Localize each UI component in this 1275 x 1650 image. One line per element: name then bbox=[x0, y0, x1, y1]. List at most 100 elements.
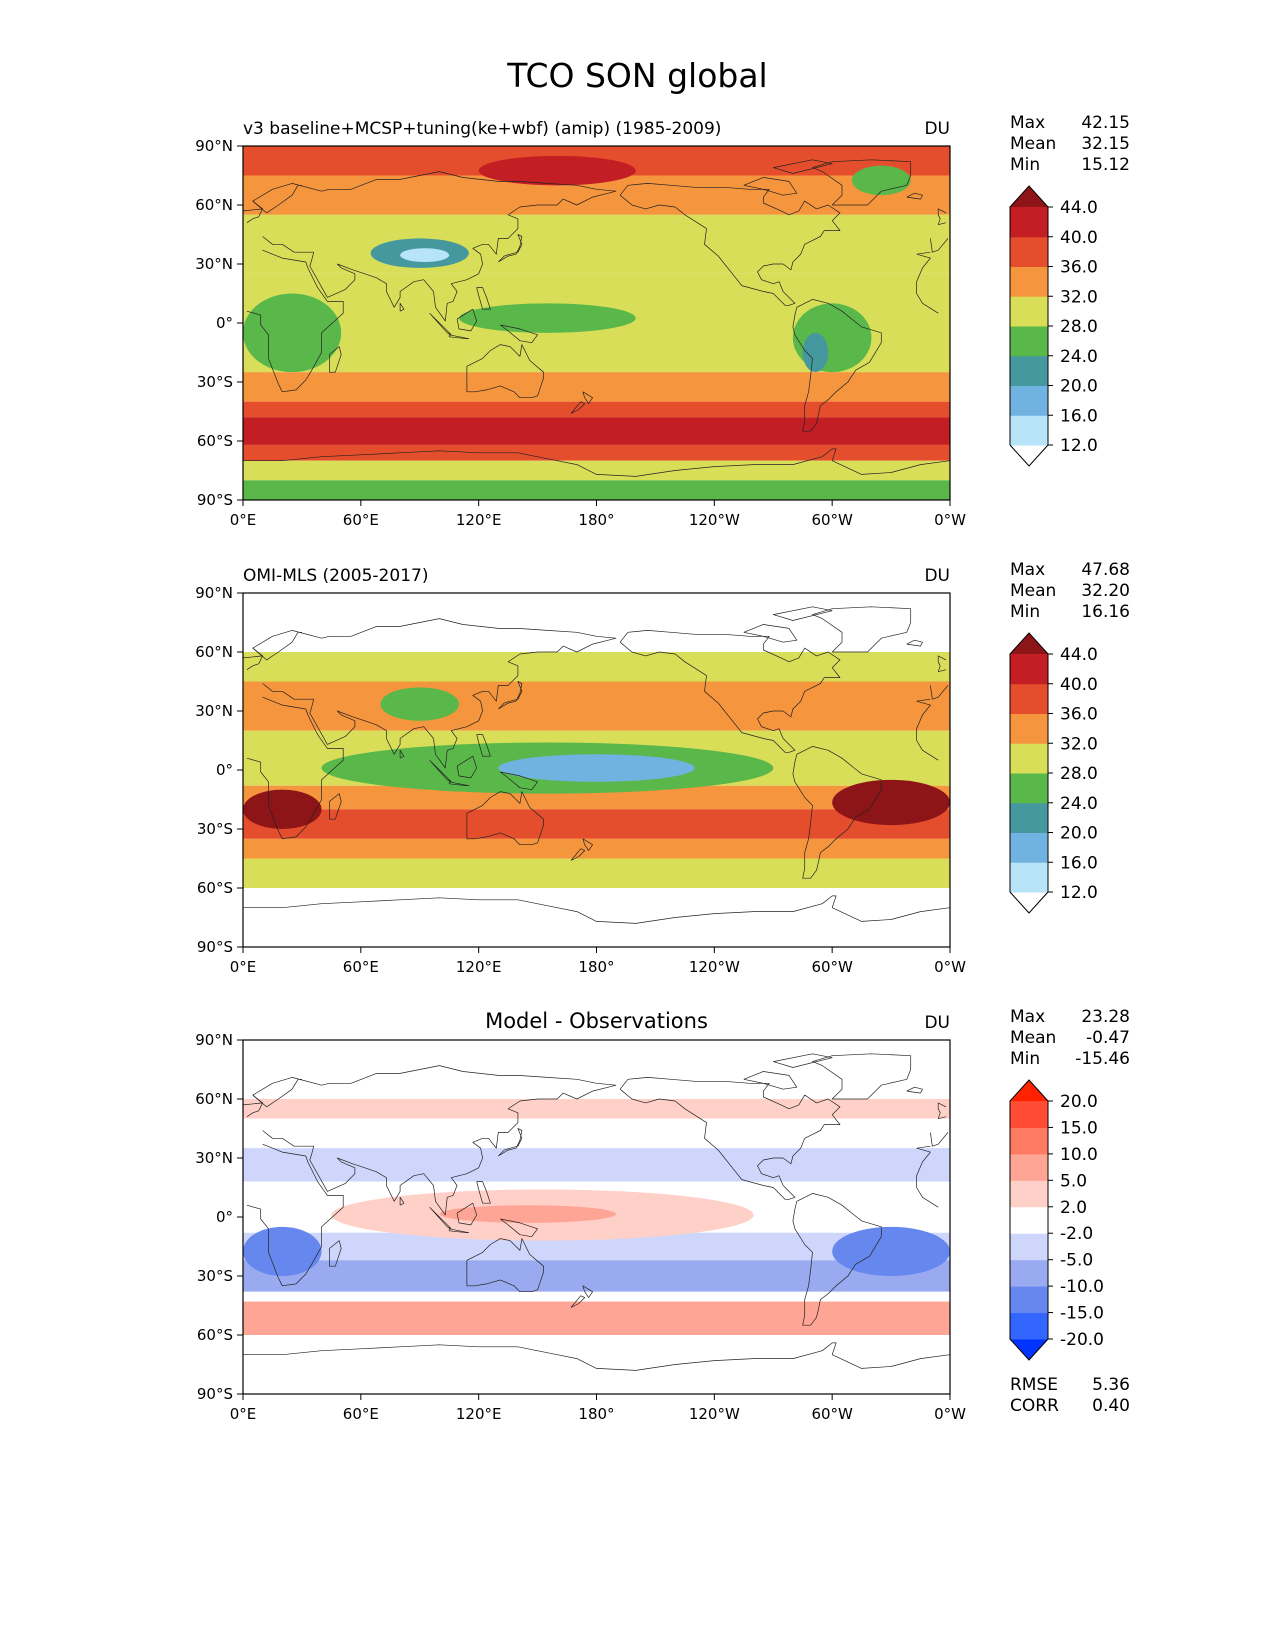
colorbar-tick-label: 20.0 bbox=[1060, 824, 1098, 844]
y-tick-label: 0° bbox=[216, 1208, 233, 1226]
coastline-1-19 bbox=[792, 299, 882, 432]
colorbar-extend-min bbox=[1010, 892, 1048, 913]
x-tick-label: 60°E bbox=[343, 511, 379, 529]
field-3 bbox=[243, 1040, 950, 1394]
coastline-2-21 bbox=[329, 793, 342, 820]
colorbar-tick-label: 12.0 bbox=[1060, 436, 1098, 456]
coastline-1-14 bbox=[476, 287, 491, 310]
colorbar-tick-label: -15.0 bbox=[1060, 1304, 1104, 1324]
colorbar-tick-label: -20.0 bbox=[1060, 1330, 1104, 1350]
coastline-3-23 bbox=[243, 1342, 950, 1371]
coastline-2-8 bbox=[570, 848, 586, 861]
coastline-3-9 bbox=[582, 1285, 593, 1298]
coastline-2-15 bbox=[619, 630, 841, 753]
coastline-2-16 bbox=[812, 606, 912, 653]
coastline-1-1 bbox=[262, 190, 617, 322]
units-label: DU bbox=[924, 566, 950, 586]
x-tick-label: 0°E bbox=[230, 1405, 257, 1423]
x-tick-label: 0°W bbox=[934, 511, 966, 529]
colorbar-extend-max bbox=[1010, 1080, 1048, 1101]
coastline-1-2 bbox=[243, 171, 617, 212]
colorbar-segment bbox=[1010, 1286, 1048, 1314]
feature-africa-max bbox=[243, 789, 322, 829]
coastline-3-6 bbox=[498, 1128, 523, 1157]
y-tick-label: 30°S bbox=[197, 1267, 233, 1285]
panel-1: 0°E 60°E 120°E 180° 120°W 60°W 0°W 90°N 60°N 30°N… bbox=[195, 113, 1130, 529]
y-tick-label: 60°S bbox=[197, 432, 233, 450]
colorbar-segment bbox=[1010, 654, 1048, 685]
colorbar-segment bbox=[1010, 802, 1048, 833]
colorbar-tick-label: -2.0 bbox=[1060, 1224, 1093, 1244]
feature-west-pacific-warm-pool bbox=[459, 303, 636, 333]
field-1 bbox=[243, 146, 950, 500]
colorbar-tick-label: 15.0 bbox=[1060, 1118, 1098, 1138]
coastline-3-18 bbox=[772, 1053, 833, 1068]
colorbar-extend-min bbox=[1010, 1339, 1048, 1360]
y-tick-label: 30°S bbox=[197, 820, 233, 838]
coastline-2-17 bbox=[743, 624, 798, 643]
band-2-5 bbox=[243, 838, 950, 859]
stat-label-min: Min bbox=[1010, 1049, 1040, 1069]
band-2-3 bbox=[243, 785, 950, 810]
colorbar-tick-label: 20.0 bbox=[1060, 377, 1098, 397]
x-tick-label: 60°W bbox=[811, 511, 853, 529]
coastline-1-0 bbox=[246, 249, 939, 393]
coastline-2-5 bbox=[937, 655, 947, 673]
colorbar-tick-label: 12.0 bbox=[1060, 883, 1098, 903]
colorbar-segment bbox=[1010, 1259, 1048, 1287]
coastline-3-12 bbox=[500, 1218, 538, 1238]
x-tick-label: 120°W bbox=[689, 1405, 740, 1423]
y-tick-label: 30°S bbox=[197, 373, 233, 391]
coastline-1-10 bbox=[456, 308, 478, 332]
colorbar-segment bbox=[1010, 355, 1048, 386]
x-tick-label: 0°E bbox=[230, 511, 257, 529]
coastline-1-8 bbox=[570, 401, 586, 414]
feature-south-atlantic-negative bbox=[832, 1226, 950, 1276]
colorbar-segment bbox=[1010, 1127, 1048, 1155]
stat-value-max: 47.68 bbox=[1081, 560, 1130, 580]
coastline-3-13 bbox=[448, 1228, 470, 1234]
y-tick-label: 90°S bbox=[197, 1385, 233, 1403]
x-tick-label: 0°W bbox=[934, 958, 966, 976]
x-tick-label: 60°E bbox=[343, 958, 379, 976]
coastline-2-3 bbox=[246, 655, 949, 700]
colorbar-tick-label: 20.0 bbox=[1060, 1092, 1098, 1112]
x-tick-label: 0°W bbox=[934, 1405, 966, 1423]
band-1-6 bbox=[243, 417, 950, 445]
feature-africa-negative bbox=[243, 1226, 322, 1276]
colorbar-segment bbox=[1010, 236, 1048, 267]
colorbar-tick-label: 5.0 bbox=[1060, 1171, 1087, 1191]
field-2 bbox=[243, 593, 950, 947]
coastline-2-11 bbox=[429, 759, 452, 783]
stat-value-min: 15.12 bbox=[1081, 155, 1130, 175]
colorbar-segment bbox=[1010, 1312, 1048, 1340]
coastline-3-7 bbox=[466, 1238, 544, 1293]
stat-value-rmse: 5.36 bbox=[1092, 1375, 1130, 1395]
coastline-2-6 bbox=[498, 681, 523, 710]
colorbar-tick-label: 44.0 bbox=[1060, 645, 1098, 665]
colorbar-segment bbox=[1010, 326, 1048, 357]
y-tick-label: 60°S bbox=[197, 879, 233, 897]
colorbar-tick-label: 44.0 bbox=[1060, 198, 1098, 218]
x-tick-label: 120°W bbox=[689, 511, 740, 529]
colorbar-extend-max bbox=[1010, 186, 1048, 207]
feature-pacific-core bbox=[498, 754, 695, 782]
x-tick-label: 120°E bbox=[456, 958, 502, 976]
stat-label-mean: Mean bbox=[1010, 1028, 1056, 1048]
colorbar-segment bbox=[1010, 773, 1048, 804]
coastline-1-7 bbox=[466, 344, 544, 399]
y-tick-label: 30°N bbox=[195, 702, 233, 720]
colorbar-tick-label: 36.0 bbox=[1060, 258, 1098, 278]
feature-tibet-low bbox=[380, 687, 460, 721]
panel-title: OMI-MLS (2005-2017) bbox=[243, 566, 428, 586]
coastline-3-2 bbox=[243, 1065, 617, 1106]
y-tick-label: 90°N bbox=[195, 1031, 233, 1049]
stat-value-max: 42.15 bbox=[1081, 113, 1130, 133]
y-tick-label: 30°N bbox=[195, 1149, 233, 1167]
coastline-2-4 bbox=[252, 631, 302, 661]
colorbar-segment bbox=[1010, 832, 1048, 863]
coastline-2-18 bbox=[772, 606, 833, 621]
colorbar-2: 12.0 16.0 20.0 24.0 28.0 32.0 36.0 40.0 44.0 bbox=[1009, 632, 1098, 914]
coastline-1-11 bbox=[429, 312, 452, 336]
figure-title: TCO SON global bbox=[507, 56, 768, 95]
